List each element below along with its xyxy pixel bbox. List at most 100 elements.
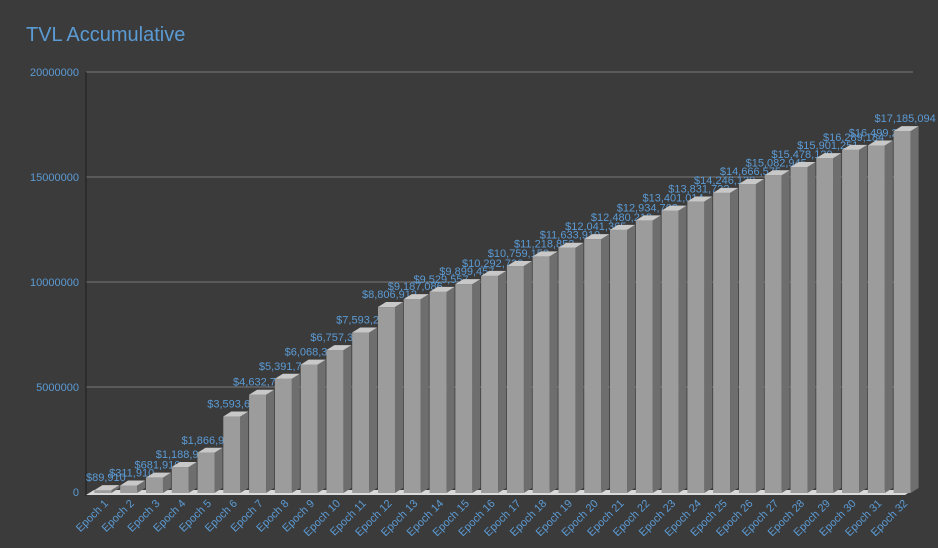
data-label: $1,188,910: [156, 449, 211, 461]
bar-top: [145, 472, 171, 478]
data-label: $6,757,371: [310, 332, 365, 344]
bar: [687, 201, 705, 493]
data-label: $89,910: [86, 472, 126, 484]
bar-side: [523, 261, 532, 493]
bar: [532, 256, 550, 493]
bar-top: [738, 179, 764, 185]
y-tick-label: 5000000: [36, 382, 79, 394]
bar: [352, 332, 370, 493]
y-tick-label: 20000000: [30, 67, 79, 79]
y-tick-label: 15000000: [30, 172, 79, 184]
bar-side: [111, 485, 120, 493]
bar-top: [481, 270, 507, 276]
bar: [481, 275, 499, 493]
bar: [738, 184, 756, 493]
data-label: $16,289,184: [823, 132, 884, 144]
data-label: $6,068,349: [285, 347, 340, 359]
bar-top: [352, 327, 378, 333]
bar: [661, 210, 679, 493]
bar-top: [429, 286, 455, 292]
bar-top: [197, 447, 223, 453]
data-label: $4,632,710: [233, 377, 288, 389]
bar-side: [601, 234, 610, 493]
bar-top: [300, 359, 326, 365]
bar-top: [377, 302, 403, 308]
bar-top: [661, 205, 687, 211]
bar-top: [584, 234, 610, 240]
bar: [197, 452, 215, 493]
bar: [326, 350, 344, 493]
bar-top: [816, 153, 842, 159]
bar-top: [94, 485, 120, 491]
chart-title: TVL Accumulative: [26, 24, 186, 46]
bar-side: [472, 279, 481, 493]
bar-side: [730, 187, 739, 493]
data-label: $15,901,251: [797, 140, 858, 152]
bar: [455, 284, 473, 493]
bar: [790, 166, 808, 493]
bar-side: [833, 153, 842, 493]
bar: [120, 485, 138, 493]
data-label: $9,899,457: [439, 266, 494, 278]
bar: [816, 158, 834, 493]
bar-side: [704, 196, 713, 493]
data-label: $5,391,710: [259, 361, 314, 373]
data-label: $311,910: [109, 467, 154, 479]
bar-side: [214, 447, 223, 493]
data-label: $7,593,291: [336, 315, 391, 327]
bar: [300, 364, 318, 493]
bar: [635, 220, 653, 493]
bar-side: [291, 373, 300, 493]
bar-side: [678, 205, 687, 493]
bar: [867, 145, 885, 493]
bar: [223, 416, 241, 493]
data-label: $17,185,094: [875, 113, 936, 125]
data-label: $681,910: [135, 460, 181, 472]
bar-side: [884, 140, 893, 493]
bar-top: [120, 480, 146, 486]
bar-top: [635, 215, 661, 221]
bar-side: [781, 170, 790, 493]
bar: [584, 239, 602, 493]
bar: [249, 394, 267, 493]
bar-side: [266, 389, 275, 493]
bar-top: [790, 161, 816, 167]
bar-side: [317, 359, 326, 493]
bar-top: [532, 251, 558, 257]
bar-side: [807, 161, 816, 493]
bar-top: [687, 196, 713, 202]
bar-top: [764, 170, 790, 176]
bar-top: [867, 140, 893, 146]
bar: [893, 131, 911, 493]
bar-side: [652, 215, 661, 493]
bar-top: [610, 224, 636, 230]
bar-top: [842, 144, 868, 150]
bar-side: [910, 126, 919, 493]
bar: [506, 266, 524, 493]
bar-top: [249, 389, 275, 395]
bar: [842, 149, 860, 494]
bar-top: [223, 411, 249, 417]
bar-top: [713, 187, 739, 193]
bar-side: [394, 302, 403, 493]
bar: [171, 467, 189, 493]
data-label: $9,529,557: [414, 274, 469, 286]
bar: [377, 307, 395, 493]
data-label: $3,593,610: [207, 399, 262, 411]
bar-side: [575, 242, 584, 493]
bar-side: [369, 327, 378, 493]
bar-top: [558, 242, 584, 248]
bar-top: [326, 345, 352, 351]
bar-top: [274, 373, 300, 379]
bar-top: [171, 462, 197, 468]
bar-side: [859, 144, 868, 494]
bar-side: [240, 411, 249, 493]
bar-side: [627, 224, 636, 493]
bar-side: [137, 480, 146, 493]
data-label: $8,806,912: [362, 289, 417, 301]
bar-side: [446, 286, 455, 493]
bar: [610, 229, 628, 493]
bar: [429, 291, 447, 493]
